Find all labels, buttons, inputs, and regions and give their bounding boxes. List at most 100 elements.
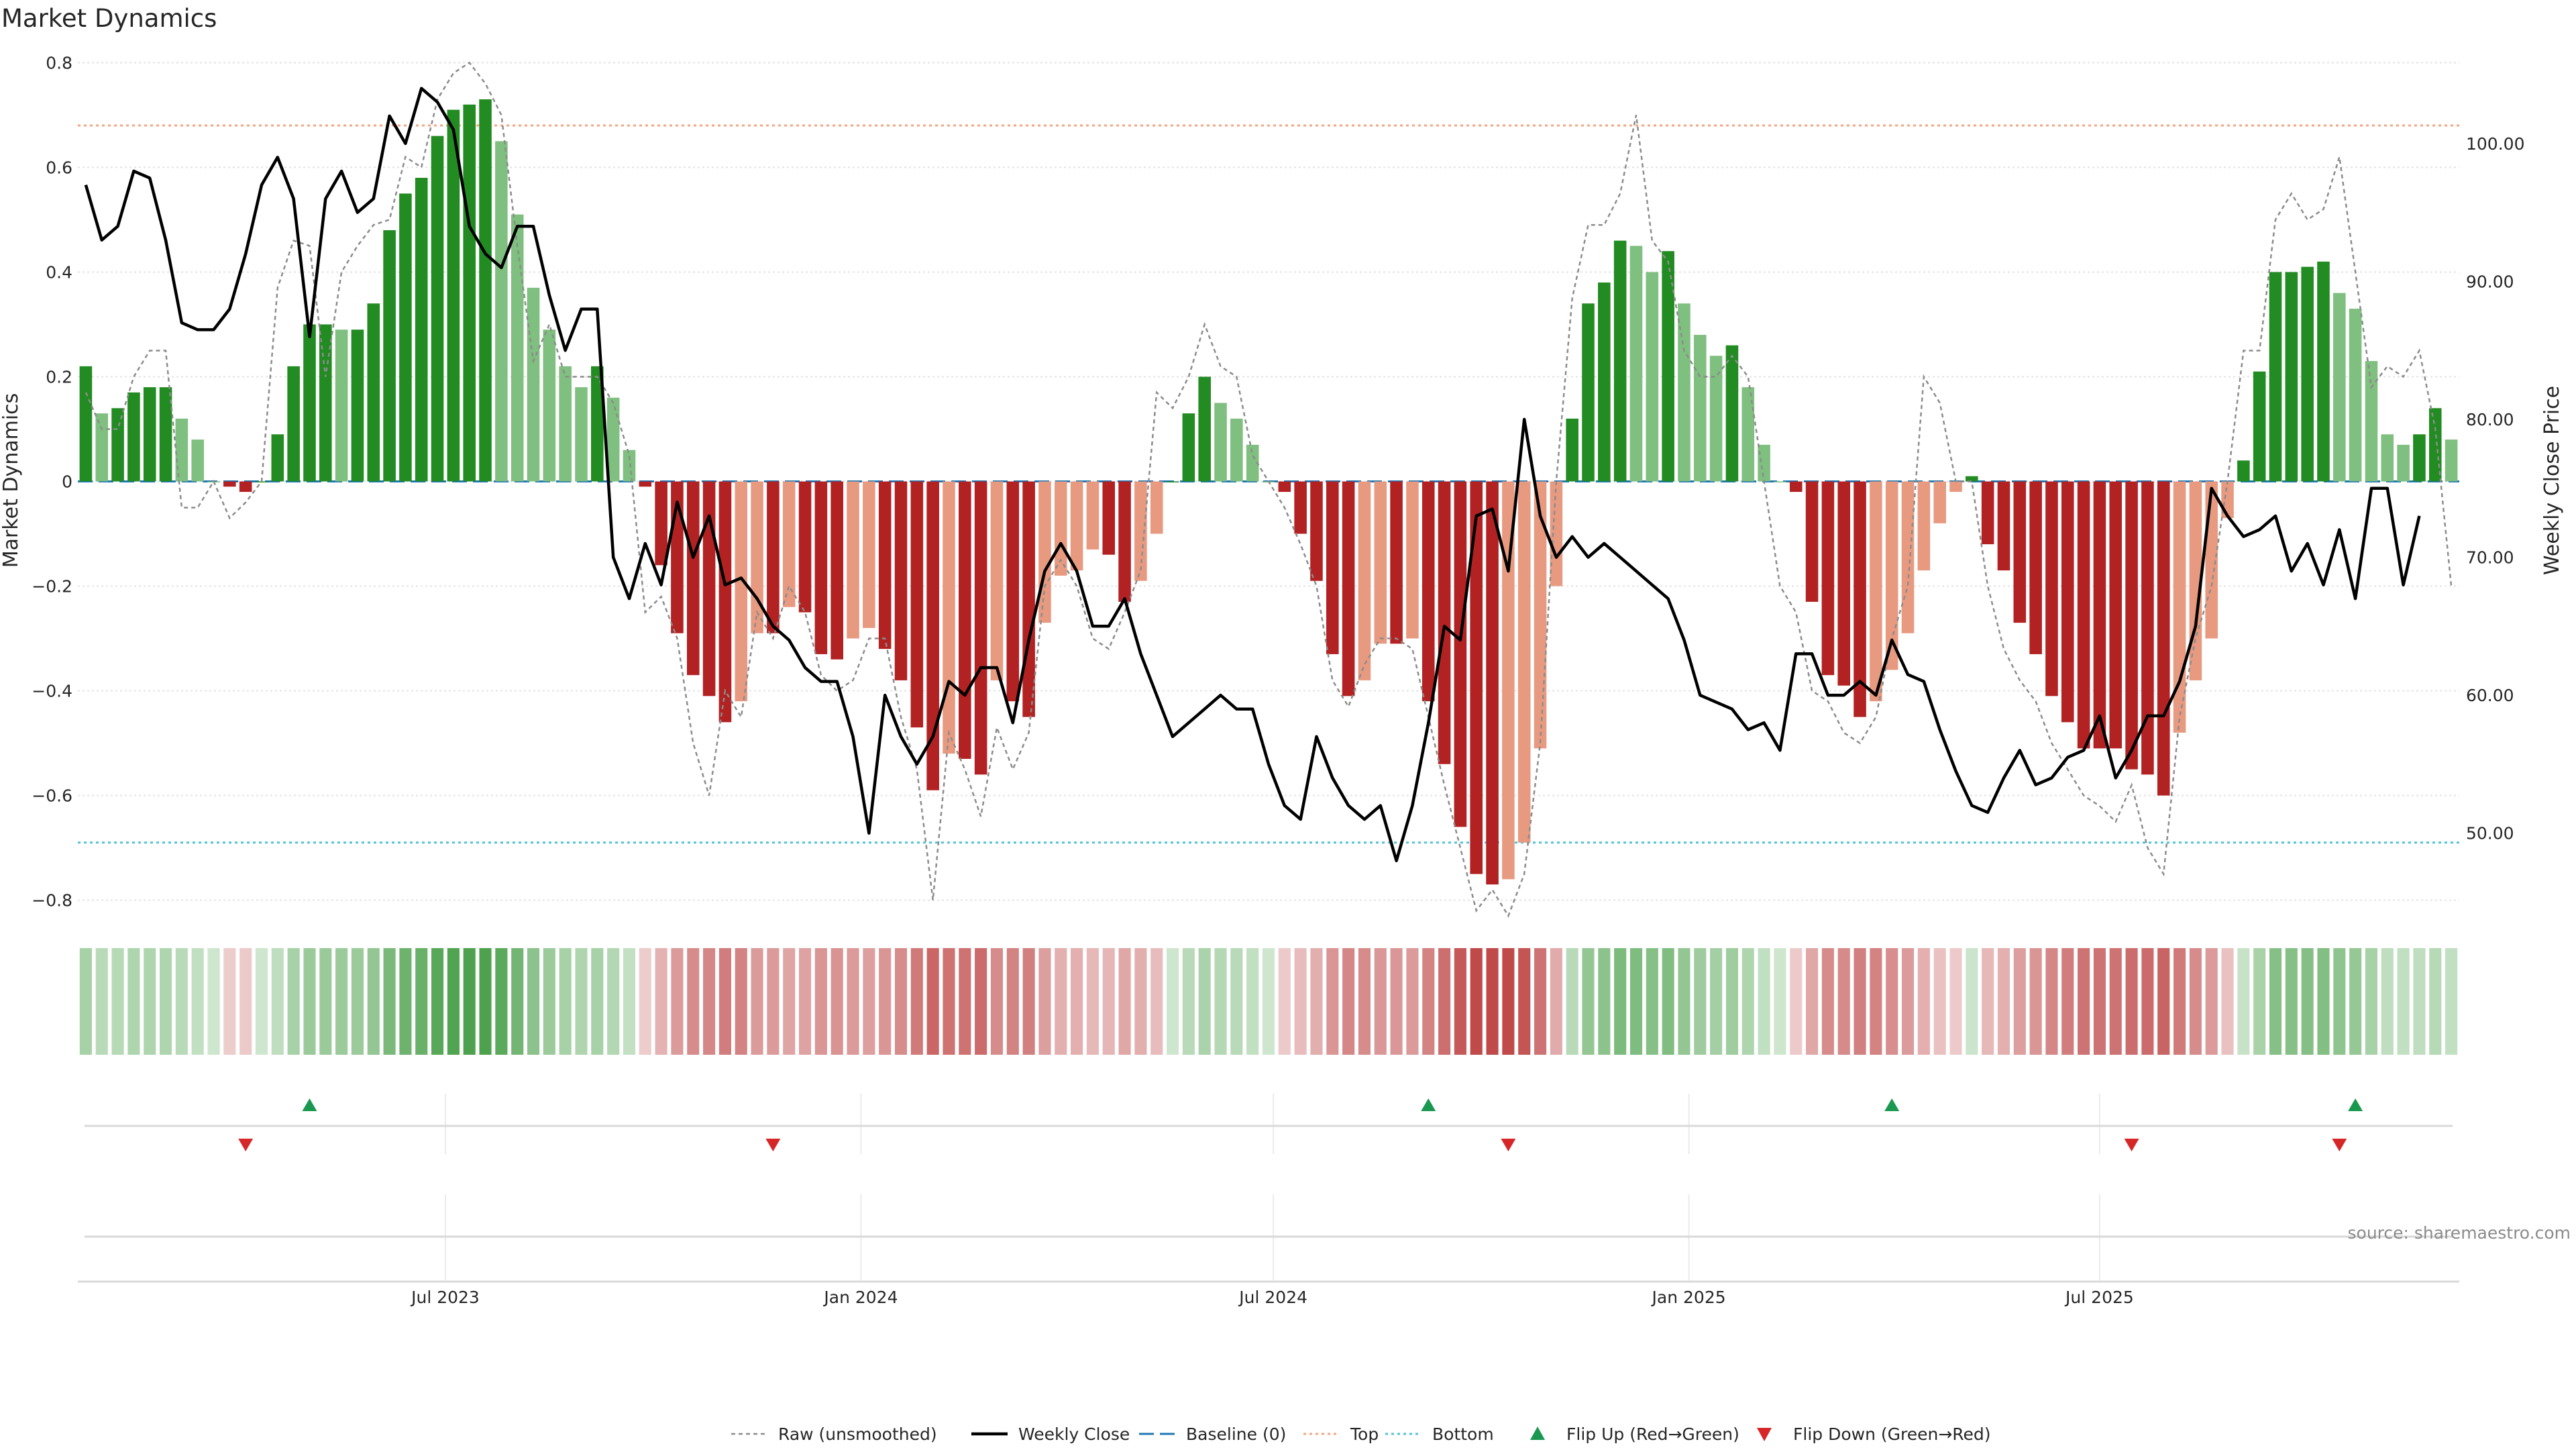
bar — [1246, 444, 1259, 482]
bar — [718, 481, 732, 723]
strip-cell — [1454, 948, 1466, 1055]
y-axis-label-left: Market Dynamics — [0, 393, 23, 568]
x-tick-label: Jan 2025 — [1651, 1288, 1726, 1307]
strip-cell — [623, 948, 636, 1055]
bar — [2333, 293, 2346, 482]
flip-markers — [85, 1094, 2453, 1154]
y-tick-left: 0.4 — [46, 262, 72, 282]
strip-cell — [2013, 948, 2026, 1055]
bar — [1454, 481, 1467, 827]
strip-cell — [207, 948, 220, 1055]
bar — [606, 397, 620, 482]
bar — [702, 481, 716, 696]
strip-cell — [2317, 948, 2330, 1055]
strip-cell — [1806, 948, 1819, 1055]
bar — [447, 109, 460, 482]
strip-cell — [1358, 948, 1371, 1055]
close-line — [84, 87, 2421, 863]
strip-cell — [847, 948, 859, 1055]
strip-cell — [1997, 948, 2010, 1055]
bar — [1566, 418, 1578, 482]
legend-label: Flip Down (Green→Red) — [1793, 1424, 1991, 1444]
strip-cell — [2397, 948, 2410, 1055]
strip-cell — [2078, 948, 2090, 1055]
strip-cell — [1949, 948, 1962, 1055]
bar — [782, 481, 796, 607]
strip-cell — [1182, 948, 1195, 1055]
strip-cell — [783, 948, 796, 1055]
bar — [1534, 481, 1547, 749]
strip-cell — [1294, 948, 1307, 1055]
strip-cell — [255, 948, 268, 1055]
strip-cell — [319, 948, 332, 1055]
bar — [143, 387, 156, 482]
strip-cell — [463, 948, 476, 1055]
bar — [335, 329, 348, 482]
bar — [943, 481, 955, 754]
strip-cell — [1038, 948, 1051, 1055]
y-tick-left: 0.8 — [46, 53, 72, 72]
strip-cell — [1278, 948, 1291, 1055]
bar — [1502, 481, 1515, 880]
bar — [2205, 481, 2218, 639]
strip-cell — [1214, 948, 1227, 1055]
strip-cell — [495, 948, 508, 1055]
bar — [1166, 481, 1179, 482]
bar — [1678, 303, 1690, 482]
bar — [255, 481, 268, 482]
weekly-close-series — [84, 87, 2421, 863]
bar — [1182, 413, 1195, 482]
strip-cell — [1725, 948, 1738, 1055]
strip-cell — [799, 948, 812, 1055]
bar — [383, 230, 396, 482]
strip-cell — [1470, 948, 1483, 1055]
bar — [159, 387, 172, 482]
chart-title: Market Dynamics — [1, 4, 217, 33]
bar — [1438, 481, 1451, 764]
strip-cell — [431, 948, 444, 1055]
strip-cell — [1662, 948, 1674, 1055]
y-tick-left: −0.8 — [32, 891, 72, 911]
strip-cell — [2381, 948, 2394, 1055]
strip-cell — [1518, 948, 1531, 1055]
bar — [1038, 481, 1051, 623]
strip-cell — [1102, 948, 1115, 1055]
strip-cell — [655, 948, 667, 1055]
strip-cell — [1422, 948, 1435, 1055]
bar — [239, 481, 252, 492]
strip-cell — [1646, 948, 1658, 1055]
axis-ticks: 0.8 0.6 0.4 0.2 0 −0.2 −0.4 −0.6 −0.8 100.00 90.00… — [32, 53, 2524, 910]
strip-cell — [2269, 948, 2282, 1055]
bar — [1966, 476, 1978, 482]
x-axis-ticks: Jul 2023 Jan 2024 Jul 2024 Jan 2025 Jul 2025 — [410, 1288, 2134, 1307]
strip-cell — [127, 948, 140, 1055]
strip-cell — [1901, 948, 1915, 1055]
bar — [415, 178, 428, 482]
bar — [1821, 481, 1835, 676]
bar-series — [79, 99, 2458, 885]
strip-cell — [1406, 948, 1419, 1055]
bar — [271, 434, 284, 482]
strip-cell — [575, 948, 588, 1055]
bar — [431, 136, 444, 482]
bar — [1741, 387, 1755, 482]
bar — [1885, 481, 1898, 670]
bar — [1693, 335, 1707, 482]
bar — [910, 481, 924, 728]
bar — [559, 366, 572, 482]
bar — [894, 481, 908, 680]
strip-cell — [910, 948, 923, 1055]
y-tick-left: −0.2 — [32, 577, 72, 597]
strip-cell — [1966, 948, 1978, 1055]
strip-cell — [2333, 948, 2346, 1055]
bar — [2349, 309, 2362, 482]
strip-cell — [1262, 948, 1275, 1055]
y-tick-right: 80.00 — [2466, 410, 2514, 429]
bar — [1854, 481, 1866, 717]
bar — [2109, 481, 2123, 749]
bar — [591, 366, 604, 482]
strip-cell — [543, 948, 555, 1055]
bar — [1598, 282, 1611, 482]
bar — [1981, 481, 1994, 545]
